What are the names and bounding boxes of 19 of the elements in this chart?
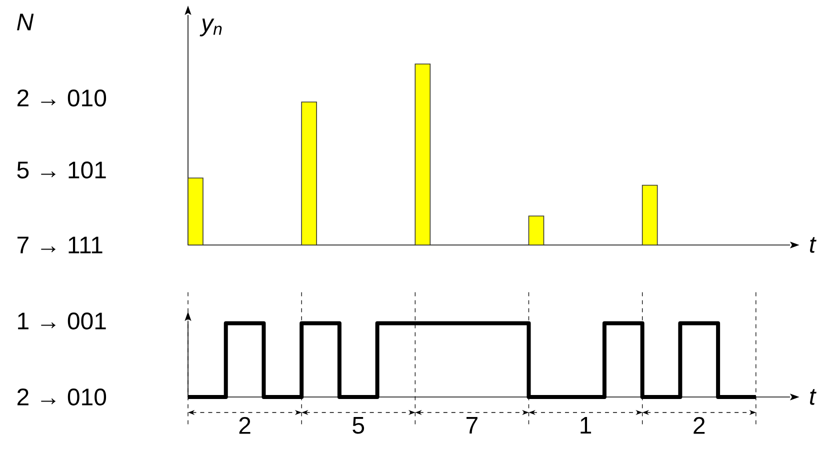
text: 2 → 010 <box>17 89 106 106</box>
text: 2 → 010 <box>17 388 106 406</box>
x-axis-title: t <box>810 237 816 253</box>
text: 5 <box>352 417 364 434</box>
bar <box>188 178 204 246</box>
bar <box>642 184 658 246</box>
text: 7 → 111 <box>18 236 102 254</box>
bar <box>301 102 317 246</box>
text: 5 → 101 <box>17 161 106 178</box>
text: N <box>17 14 34 30</box>
text: 2 <box>239 417 250 434</box>
y-axis-title: y$_{n}$ <box>200 18 222 36</box>
text: 1 → 001 <box>18 312 106 330</box>
bar <box>528 216 544 246</box>
text: 7 <box>466 417 478 434</box>
text: 2 <box>694 417 705 434</box>
bar <box>414 64 431 246</box>
x-axis-title: t <box>810 389 816 405</box>
text: 1 <box>580 417 592 434</box>
